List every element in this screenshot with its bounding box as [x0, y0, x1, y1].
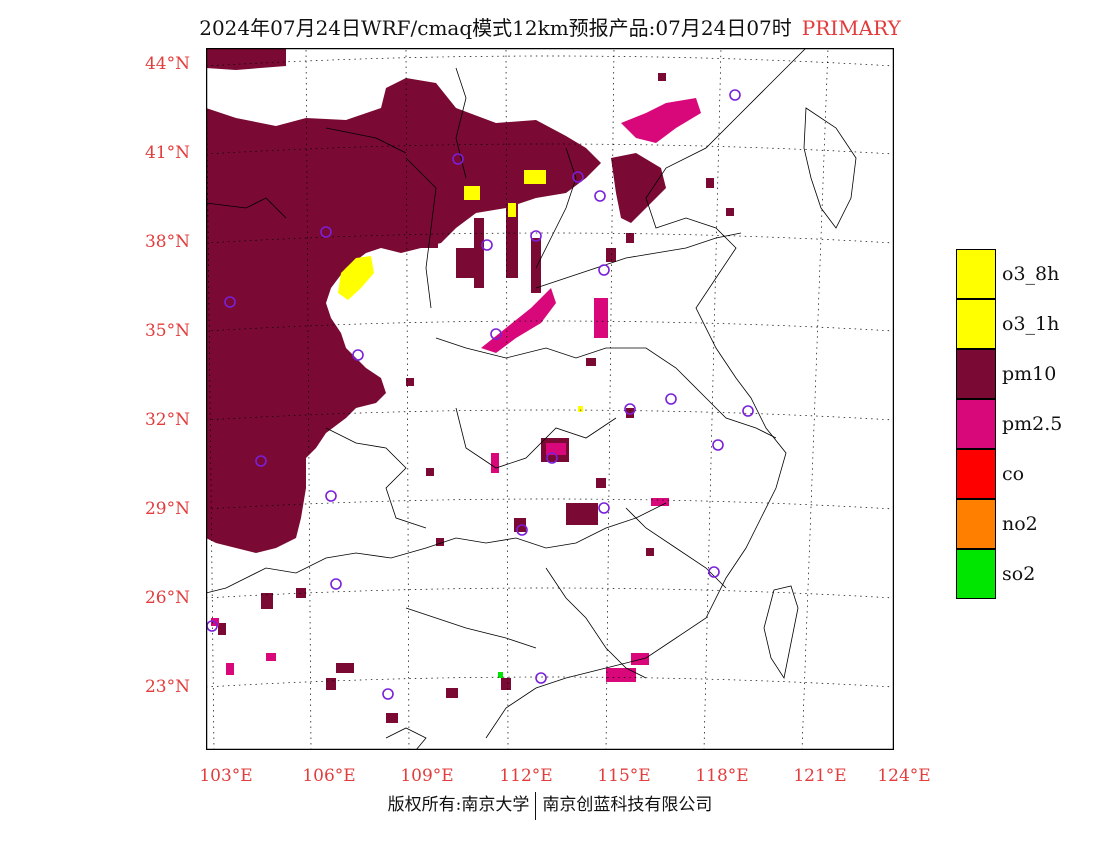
lon-label-115e: 115°E — [597, 766, 651, 786]
lat-label-23n: 23°N — [144, 677, 190, 697]
lon-label-112e: 112°E — [499, 766, 553, 786]
lon-label-121e: 121°E — [793, 766, 847, 786]
lat-label-32n: 32°N — [144, 410, 190, 430]
boundaries — [206, 48, 857, 750]
pm10-region-northeast — [611, 153, 666, 223]
forecast-map — [206, 48, 894, 750]
legend-label: o3_8h — [1002, 263, 1060, 285]
legend-swatch — [956, 249, 996, 299]
lat-label-29n: 29°N — [144, 499, 190, 519]
lat-label-35n: 35°N — [144, 321, 190, 341]
legend-label: o3_1h — [1002, 313, 1060, 335]
legend-swatch — [956, 349, 996, 399]
pm10-patches — [218, 73, 734, 723]
copyright-left: 版权所有:南京大学 — [387, 795, 530, 815]
lat-label-41n: 41°N — [144, 143, 190, 163]
legend-label: pm2.5 — [1002, 413, 1063, 435]
pm10-region-north — [206, 48, 286, 70]
lat-label-38n: 38°N — [144, 232, 190, 252]
legend-swatch — [956, 399, 996, 449]
legend-label: so2 — [1002, 563, 1036, 585]
legend-swatch — [956, 299, 996, 349]
lat-label-44n: 44°N — [144, 54, 190, 74]
legend-swatch — [956, 449, 996, 499]
lon-label-109e: 109°E — [400, 766, 454, 786]
title-text: 2024年07月24日WRF/cmaq模式12km预报产品:07月24日07时 — [199, 16, 792, 40]
graticule — [206, 48, 894, 750]
lat-label-26n: 26°N — [144, 588, 190, 608]
station-markers — [206, 89, 754, 700]
title-tag: PRIMARY — [801, 16, 901, 40]
legend-swatch — [956, 499, 996, 549]
map-title: 2024年07月24日WRF/cmaq模式12km预报产品:07月24日07时 P… — [0, 12, 1100, 41]
footer-divider — [535, 791, 537, 820]
o3-patches — [338, 170, 583, 412]
pm10-region-west — [206, 78, 601, 553]
legend-label: pm10 — [1002, 363, 1057, 385]
legend-label: co — [1002, 463, 1025, 485]
copyright-right: 南京创蓝科技有限公司 — [542, 795, 713, 815]
so2-patch — [498, 672, 503, 678]
legend-label: no2 — [1002, 513, 1038, 535]
legend-swatch — [956, 549, 996, 599]
lon-label-124e: 124°E — [877, 766, 931, 786]
lon-label-103e: 103°E — [199, 766, 253, 786]
lon-label-106e: 106°E — [302, 766, 356, 786]
lon-label-118e: 118°E — [695, 766, 749, 786]
copyright-footer: 版权所有:南京大学 南京创蓝科技有限公司 — [0, 790, 1100, 820]
